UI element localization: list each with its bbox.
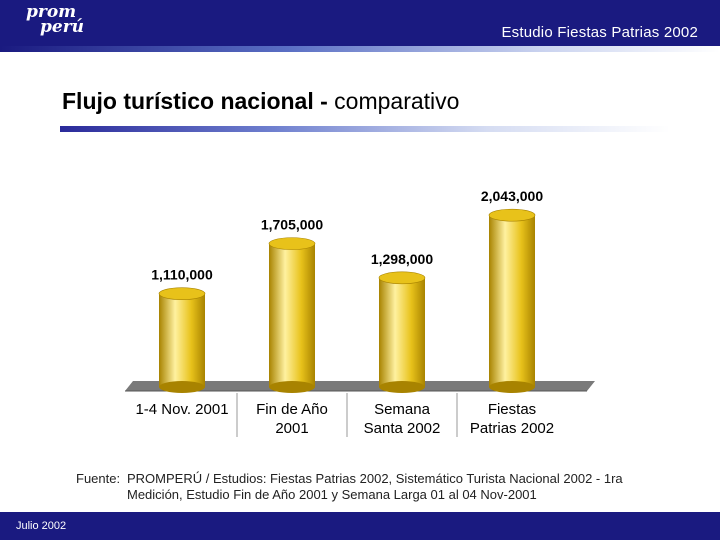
chart-floor <box>125 381 595 391</box>
header-bar: prom perú Estudio Fiestas Patrias 2002 <box>0 0 720 46</box>
bar <box>158 287 206 393</box>
data-label: 1,298,000 <box>371 251 433 267</box>
data-label: 1,110,000 <box>151 267 213 283</box>
data-label: 2,043,000 <box>481 188 543 204</box>
category-label: Semana <box>374 401 431 418</box>
slide-title-main: Flujo turístico nacional - <box>62 88 328 114</box>
slide-title: Flujo turístico nacional - comparativo <box>62 88 459 115</box>
footer-bar: Julio 2002 <box>0 512 720 540</box>
category-label: Fin de Año <box>256 401 328 418</box>
logo-line-2: perú <box>40 17 85 37</box>
promperu-logo: prom perú <box>26 2 96 41</box>
logo-line-1: prom <box>26 2 77 22</box>
bar <box>488 208 536 393</box>
category-label: Santa 2002 <box>364 420 441 437</box>
title-rule <box>60 126 670 132</box>
bar <box>378 271 426 393</box>
bar-chart: 1,110,000 1-4 Nov. 2001 1,705,000 Fin de Añ… <box>125 188 595 437</box>
category-label: 2001 <box>275 420 308 437</box>
data-label: 1,705,000 <box>261 217 323 233</box>
category-label: Patrias 2002 <box>470 420 554 437</box>
header-title: Estudio Fiestas Patrias 2002 <box>501 24 698 41</box>
source-note: Fuente: PROMPERÚ / Estudios: Fiestas Patr… <box>76 471 696 503</box>
source-prefix: Fuente: <box>76 471 121 486</box>
slide-title-sub: comparativo <box>327 88 460 114</box>
footer-date: Julio 2002 <box>16 520 67 532</box>
category-label: Fiestas <box>488 401 536 418</box>
bar <box>268 237 316 393</box>
category-label: 1-4 Nov. 2001 <box>135 401 228 418</box>
header-gradient-rule <box>0 46 720 52</box>
source-line-2: Medición, Estudio Fin de Año 2001 y Sema… <box>127 487 537 502</box>
source-line-1: PROMPERÚ / Estudios: Fiestas Patrias 200… <box>127 471 623 486</box>
